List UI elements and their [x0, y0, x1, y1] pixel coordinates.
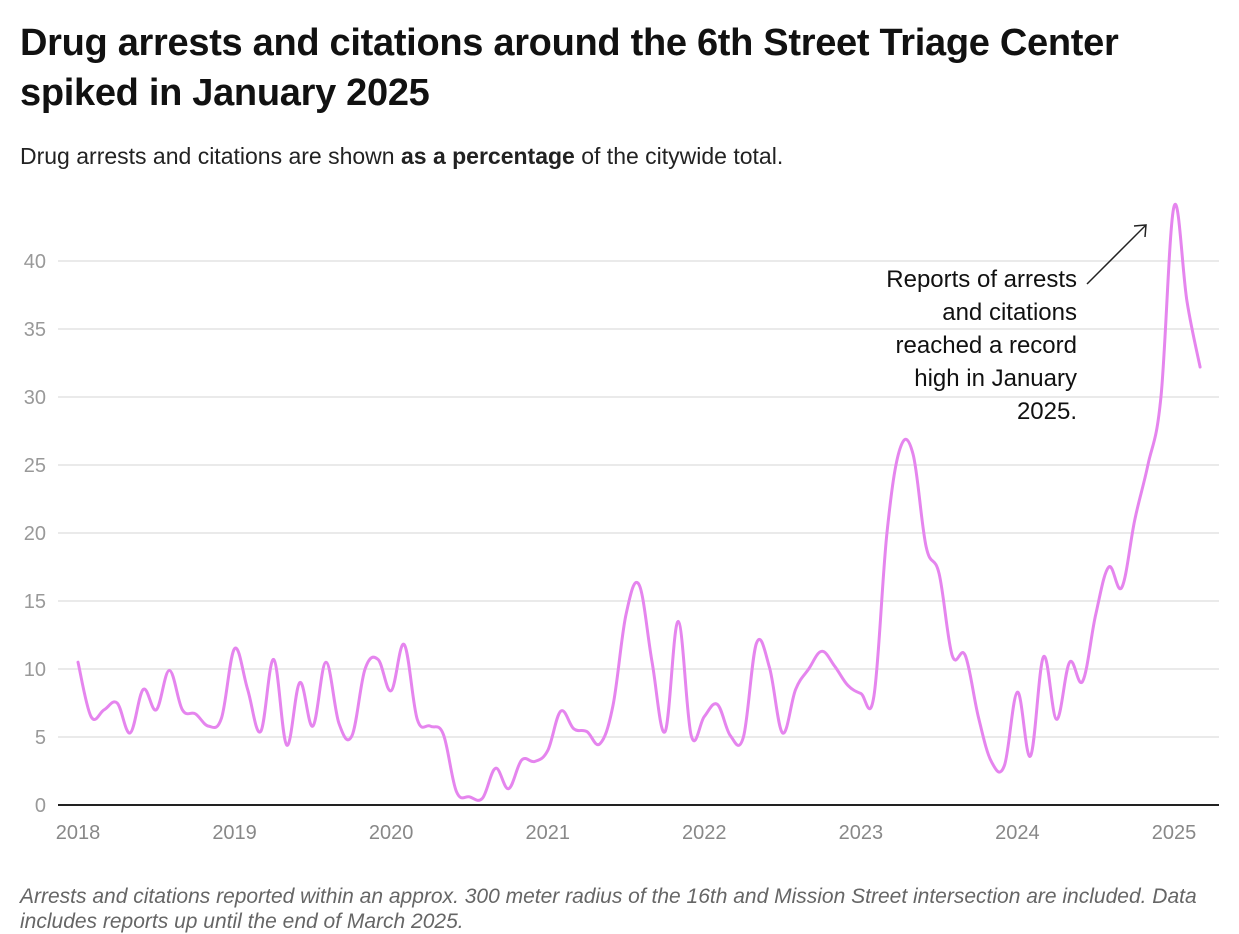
annotation-line: high in January — [914, 365, 1077, 392]
subtitle-text-end: of the citywide total. — [574, 143, 784, 169]
annotation-line: reached a record — [896, 332, 1077, 359]
y-tick-label: 20 — [24, 523, 46, 545]
chart-title: Drug arrests and citations around the 6t… — [20, 22, 1119, 114]
x-tick-label: 2024 — [995, 822, 1040, 844]
x-tick-label: 2019 — [212, 822, 257, 844]
x-tick-label: 2018 — [56, 822, 101, 844]
y-axis-ticks: 0 5 10 15 20 25 30 35 40 — [24, 251, 46, 817]
subtitle-text-start: Drug arrests and citations are shown — [20, 143, 401, 169]
annotation-line: 2025. — [1017, 398, 1077, 425]
x-tick-label: 2025 — [1152, 822, 1197, 844]
footnote: Arrests and citations reported within an… — [20, 885, 1197, 933]
x-tick-label: 2021 — [525, 822, 570, 844]
annotation-line: and citations — [942, 299, 1077, 326]
series-line — [76, 202, 1202, 802]
subtitle-bold-text: as a percentage — [400, 143, 575, 169]
y-tick-label: 25 — [24, 455, 46, 477]
x-tick-label: 2020 — [369, 822, 414, 844]
y-tick-label: 15 — [24, 591, 46, 613]
annotation-text: Reports of arrests and citations reached a… — [886, 266, 1077, 425]
annotation-arrow — [1086, 224, 1147, 285]
y-tick-label: 0 — [35, 795, 46, 817]
x-tick-label: 2022 — [682, 822, 727, 844]
y-tick-label: 35 — [24, 319, 46, 341]
gridlines — [58, 260, 1219, 738]
y-tick-label: 30 — [24, 387, 46, 409]
annotation-line: Reports of arrests — [886, 266, 1077, 293]
chart-subtitle: Drug arrests and citations are shown as … — [20, 140, 783, 172]
x-tick-label: 2023 — [839, 822, 884, 844]
y-tick-label: 5 — [35, 727, 46, 749]
y-tick-label: 10 — [24, 659, 46, 681]
x-axis-ticks: 2018 2019 2020 2021 2022 2023 2024 2025 — [56, 822, 1197, 844]
annotation: Reports of arrests and citations reached a… — [886, 224, 1147, 425]
y-tick-label: 40 — [24, 251, 46, 273]
annotation-arrowhead — [1133, 224, 1147, 238]
